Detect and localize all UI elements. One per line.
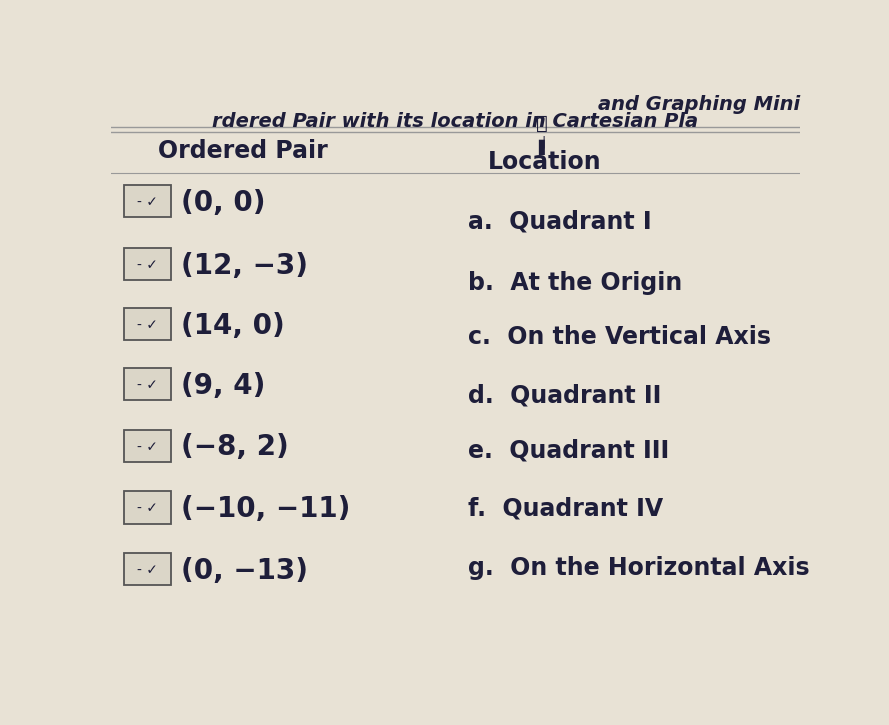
Text: b.  At the Origin: b. At the Origin	[468, 271, 682, 295]
FancyBboxPatch shape	[124, 185, 171, 217]
Text: - ✓: - ✓	[137, 318, 158, 332]
Text: ⏐: ⏐	[536, 115, 548, 133]
Text: (−8, 2): (−8, 2)	[180, 434, 289, 461]
Text: - ✓: - ✓	[137, 439, 158, 454]
Text: f.  Quadrant IV: f. Quadrant IV	[468, 497, 663, 521]
FancyBboxPatch shape	[124, 368, 171, 400]
FancyBboxPatch shape	[124, 553, 171, 585]
Text: (0, 0): (0, 0)	[180, 188, 266, 217]
Text: (14, 0): (14, 0)	[180, 312, 284, 340]
Text: rdered Pair with its location in Cartesian Pla: rdered Pair with its location in Cartesi…	[212, 112, 698, 130]
Text: - ✓: - ✓	[137, 258, 158, 272]
Text: Location: Location	[488, 150, 602, 174]
Text: a.  Quadrant I: a. Quadrant I	[468, 210, 652, 233]
Text: (0, −13): (0, −13)	[180, 557, 308, 584]
Text: - ✓: - ✓	[137, 563, 158, 577]
Text: g.  On the Horizontal Axis: g. On the Horizontal Axis	[468, 556, 809, 580]
FancyBboxPatch shape	[124, 492, 171, 523]
Text: (12, −3): (12, −3)	[180, 252, 308, 280]
Text: and Graphing Mini: and Graphing Mini	[598, 95, 800, 114]
Text: (9, 4): (9, 4)	[180, 372, 265, 399]
Text: d.  Quadrant II: d. Quadrant II	[468, 383, 661, 407]
Text: - ✓: - ✓	[137, 501, 158, 515]
Text: ▌: ▌	[538, 139, 549, 154]
Text: |: |	[541, 136, 546, 149]
FancyBboxPatch shape	[124, 308, 171, 340]
Text: e.  Quadrant III: e. Quadrant III	[468, 439, 669, 463]
Text: - ✓: - ✓	[137, 378, 158, 392]
FancyBboxPatch shape	[124, 430, 171, 462]
Text: c.  On the Vertical Axis: c. On the Vertical Axis	[468, 326, 771, 349]
FancyBboxPatch shape	[124, 248, 171, 281]
Text: (−10, −11): (−10, −11)	[180, 495, 350, 523]
Text: Ordered Pair: Ordered Pair	[157, 139, 327, 163]
Text: - ✓: - ✓	[137, 195, 158, 209]
